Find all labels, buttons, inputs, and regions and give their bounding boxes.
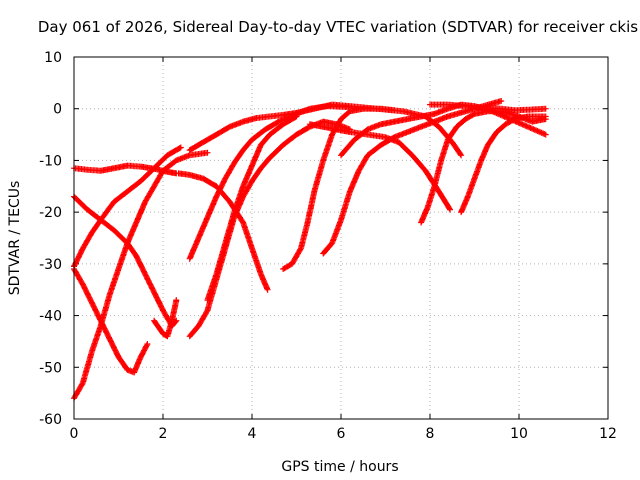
x-tick-label: 0 xyxy=(70,426,79,442)
data-markers xyxy=(71,98,549,402)
series-arc-10 xyxy=(204,113,300,304)
series-arc-13 xyxy=(320,98,505,257)
plot-frame xyxy=(73,56,609,420)
data-point-markers xyxy=(280,105,398,272)
y-tick-label: 0 xyxy=(53,102,62,118)
x-tick-label: 2 xyxy=(159,426,168,442)
x-tick-label: 12 xyxy=(599,426,617,442)
x-tick-label: 4 xyxy=(248,426,257,442)
series-arc-6 xyxy=(151,297,180,340)
data-point-markers xyxy=(204,113,300,304)
x-tick-label: 8 xyxy=(426,426,435,442)
data-point-markers xyxy=(306,121,453,213)
data-point-markers xyxy=(320,98,505,257)
y-tick-label: -30 xyxy=(39,257,62,273)
y-tick-label: -50 xyxy=(39,360,62,376)
chart-title: Day 061 of 2026, Sidereal Day-to-day VTE… xyxy=(38,18,638,36)
y-tick-label: -40 xyxy=(39,309,62,325)
x-axis-label: GPS time / hours xyxy=(281,459,398,475)
series-arc-17 xyxy=(458,113,549,216)
data-point-markers xyxy=(151,297,180,340)
y-axis-label: SDTVAR / TECUs xyxy=(7,181,23,296)
series-arc-14 xyxy=(306,121,453,213)
series-arc-12 xyxy=(280,105,398,272)
y-tick-label: -10 xyxy=(39,153,62,169)
y-tick-label: 10 xyxy=(44,50,62,66)
y-tick-label: -20 xyxy=(39,205,62,221)
data-point-markers xyxy=(458,113,549,216)
y-tick-label: -60 xyxy=(39,412,62,428)
x-tick-label: 6 xyxy=(337,426,346,442)
series-arc-18 xyxy=(427,101,549,114)
x-tick-label: 10 xyxy=(510,426,528,442)
data-point-markers xyxy=(427,101,549,114)
